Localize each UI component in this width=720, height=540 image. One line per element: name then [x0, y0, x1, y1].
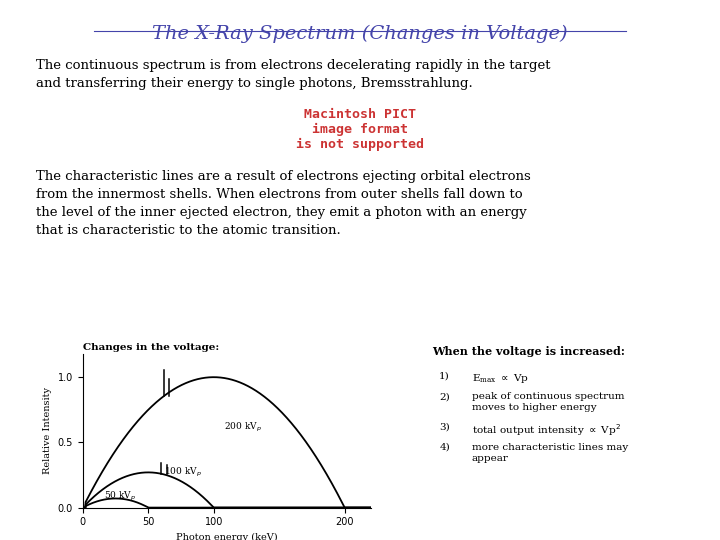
- Text: 100 kV$_p$: 100 kV$_p$: [164, 467, 202, 480]
- Text: Macintosh PICT: Macintosh PICT: [304, 108, 416, 121]
- Text: E$_{\mathregular{max}}$ $\propto$ Vp: E$_{\mathregular{max}}$ $\propto$ Vp: [472, 372, 528, 384]
- Text: 4): 4): [439, 443, 450, 452]
- Text: image format: image format: [312, 123, 408, 136]
- Text: The characteristic lines are a result of electrons ejecting orbital electrons
fr: The characteristic lines are a result of…: [36, 170, 531, 237]
- Text: 50 kV$_p$: 50 kV$_p$: [104, 490, 136, 503]
- Text: total output intensity $\propto$ Vp$^2$: total output intensity $\propto$ Vp$^2$: [472, 422, 621, 438]
- Text: Changes in the voltage:: Changes in the voltage:: [83, 342, 219, 352]
- Text: The X-Ray Spectrum (Changes in Voltage): The X-Ray Spectrum (Changes in Voltage): [152, 24, 568, 43]
- Text: more characteristic lines may
appear: more characteristic lines may appear: [472, 443, 628, 463]
- X-axis label: Photon energy (keV): Photon energy (keV): [176, 533, 278, 540]
- Text: 3): 3): [439, 422, 450, 431]
- Text: The continuous spectrum is from electrons decelerating rapidly in the target
and: The continuous spectrum is from electron…: [36, 59, 551, 90]
- Text: peak of continuous spectrum
moves to higher energy: peak of continuous spectrum moves to hig…: [472, 392, 624, 413]
- Text: is not supported: is not supported: [296, 138, 424, 151]
- Text: 2): 2): [439, 392, 450, 401]
- Text: When the voltage is increased:: When the voltage is increased:: [432, 346, 625, 356]
- Text: 1): 1): [439, 372, 450, 381]
- Y-axis label: Relative Intensity: Relative Intensity: [43, 387, 52, 474]
- Text: 200 kV$_p$: 200 kV$_p$: [224, 421, 262, 434]
